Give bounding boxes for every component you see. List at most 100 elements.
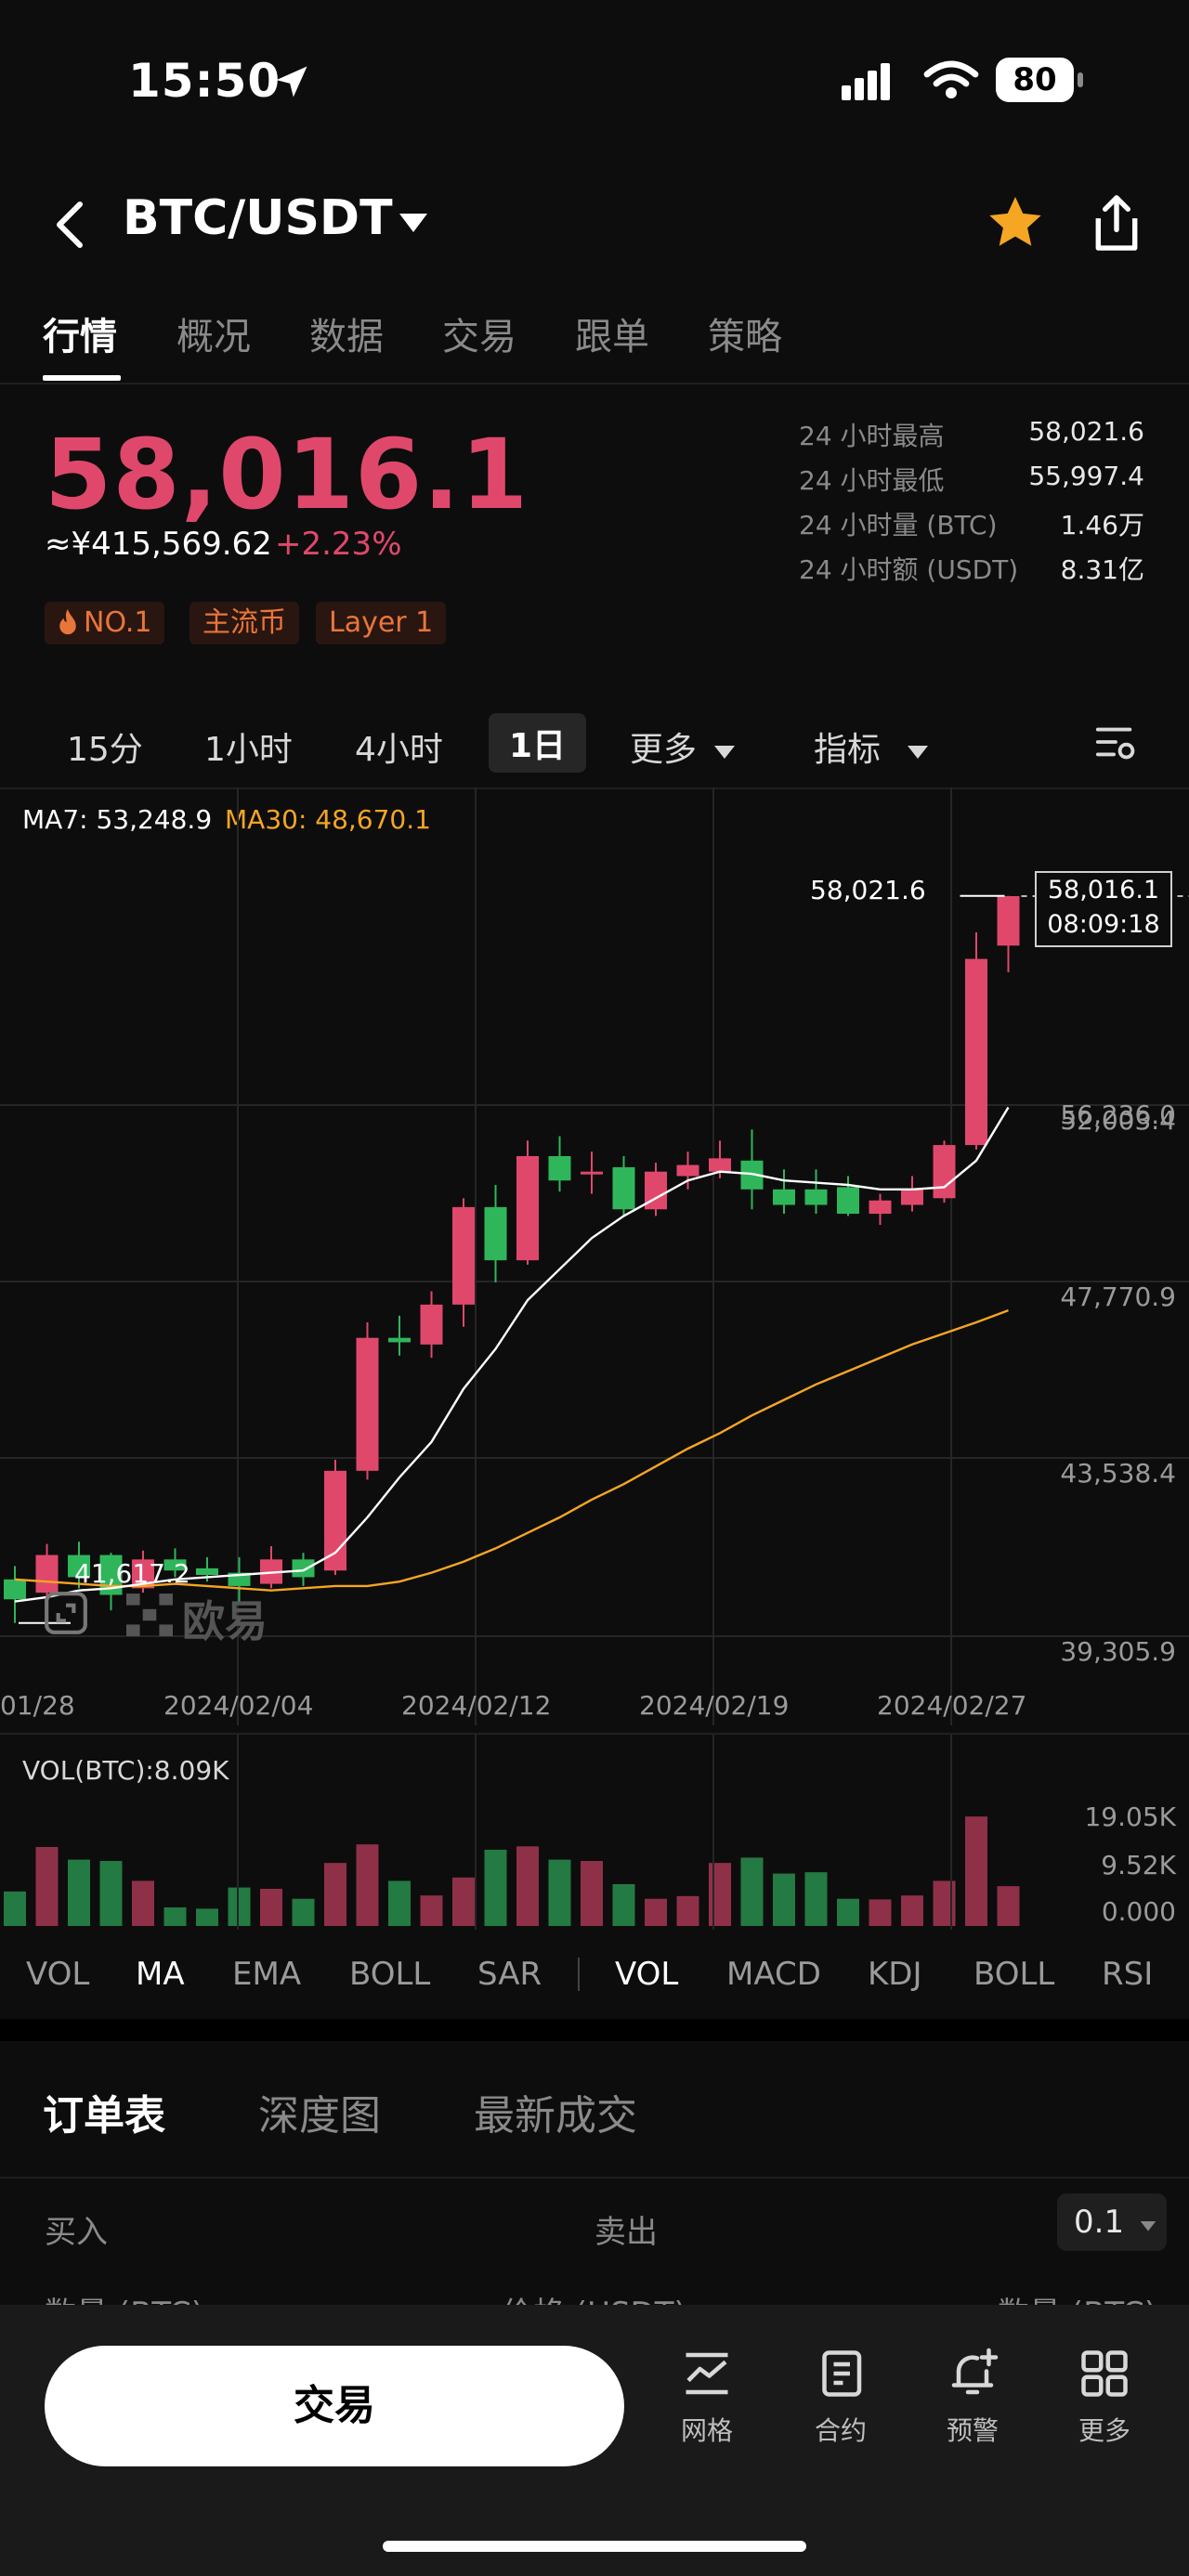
home-indicator	[383, 2541, 806, 2552]
pair-dropdown-icon[interactable]	[398, 212, 429, 234]
share-icon[interactable]	[1089, 193, 1144, 253]
nav-more-label: 更多	[1078, 2415, 1130, 2446]
low-price-label: 41,617.2	[74, 1558, 190, 1589]
x-tick: 2024/02/27	[877, 1690, 1027, 1721]
battery-cap	[1078, 72, 1083, 87]
nav-alerts[interactable]: 预警	[921, 2346, 1024, 2448]
back-arrow-icon[interactable]	[52, 201, 89, 249]
volume-chart	[4, 1735, 1020, 1930]
sub-indicator-rsi[interactable]: RSI	[1102, 1956, 1154, 1993]
rank-badge: NO.1	[45, 602, 165, 644]
tab-order-book[interactable]: 订单表	[43, 2092, 165, 2140]
x-tick: 2024/02/19	[639, 1690, 790, 1721]
main-indicator-ema[interactable]: EMA	[232, 1956, 302, 1993]
tab-market[interactable]: 行情	[43, 316, 117, 358]
candle-body	[68, 1555, 90, 1578]
tab-depth-chart[interactable]: 深度图	[258, 2092, 381, 2140]
ma30-legend: MA30: 48,670.1	[225, 804, 431, 835]
volume-bar	[804, 1872, 828, 1926]
chart-bottom-divider	[0, 1733, 1189, 1735]
last-price: 58,016.1	[45, 418, 529, 531]
nav-grid-trading[interactable]: 网格	[656, 2346, 758, 2448]
candle-body	[837, 1187, 859, 1215]
pair-title[interactable]: BTC/USDT	[123, 190, 393, 246]
timeframe-4h[interactable]: 4小时	[355, 731, 443, 769]
stat-value-volume: 1.46万	[1060, 510, 1144, 540]
candle-body	[676, 1164, 699, 1177]
candle-body	[901, 1189, 923, 1205]
sub-indicator-macd[interactable]: MACD	[726, 1956, 821, 1993]
nav-grid-label: 网格	[680, 2415, 733, 2446]
y-tick: 39,305.9	[1060, 1636, 1176, 1667]
main-indicator-boll[interactable]: BOLL	[349, 1956, 431, 1993]
layer-badge: Layer 1	[316, 602, 447, 644]
candle-body	[548, 1155, 571, 1181]
candle-body	[933, 1145, 956, 1199]
timeframe-more[interactable]: 更多	[630, 722, 736, 771]
ma7-legend: MA7: 53,248.9	[22, 804, 213, 835]
watermark-text: 欧易	[182, 1596, 268, 1646]
indicator-selector[interactable]: 指标	[814, 722, 929, 771]
buy-header: 买入	[45, 2214, 108, 2251]
ma30-line	[14, 1308, 1009, 1592]
last-price-marker-value: 58,016.1	[1047, 876, 1160, 904]
main-indicator-ma[interactable]: MA	[136, 1956, 185, 1993]
ma7-line	[14, 1106, 1010, 1603]
price-cny: ≈¥415,569.62	[45, 526, 272, 563]
volume-bar	[869, 1899, 892, 1926]
timeframe-1h[interactable]: 1小时	[204, 731, 293, 769]
x-tick: 01/28	[0, 1690, 75, 1721]
tab-overview[interactable]: 概况	[176, 316, 251, 358]
volume-bar	[773, 1873, 795, 1926]
indicator-selector-label: 指标	[814, 731, 882, 769]
candle-body	[292, 1559, 315, 1578]
nav-alerts-label: 预警	[946, 2415, 999, 2446]
sub-indicator-vol[interactable]: VOL	[615, 1956, 679, 1993]
sub-indicator-kdj[interactable]: KDJ	[868, 1956, 922, 1993]
candle-body	[163, 1559, 187, 1571]
tab-active-indicator	[43, 375, 121, 381]
orderbook-divider	[0, 2177, 1189, 2179]
chart-settings-icon[interactable]	[1094, 721, 1137, 763]
candlestick-chart[interactable]	[0, 787, 1189, 1725]
stat-value-turnover: 8.31亿	[1060, 554, 1144, 585]
candle-body	[4, 1579, 26, 1600]
bell-plus-icon	[951, 2348, 999, 2395]
okx-logo-icon	[126, 1594, 173, 1636]
trade-button[interactable]: 交易	[45, 2346, 624, 2466]
precision-selector[interactable]: 0.1	[1057, 2193, 1167, 2251]
tab-data[interactable]: 数据	[309, 316, 384, 358]
volume-bar	[548, 1859, 571, 1926]
favorite-star-icon[interactable]	[985, 193, 1046, 253]
timeframe-15m[interactable]: 15分	[67, 731, 143, 769]
stat-label-low: 24 小时最低	[799, 465, 945, 496]
volume-bar	[645, 1898, 667, 1926]
volume-legend: VOL(BTC):8.09K	[22, 1755, 229, 1786]
volume-bar	[196, 1908, 218, 1926]
indicator-divider	[578, 1958, 580, 1991]
nav-more[interactable]: 更多	[1053, 2346, 1156, 2448]
timeframe-more-label: 更多	[630, 731, 698, 769]
chevron-down-icon	[908, 746, 929, 759]
candle-body	[196, 1568, 218, 1576]
tab-copy-trading[interactable]: 跟单	[575, 316, 649, 358]
fullscreen-icon[interactable]	[43, 1590, 89, 1636]
contract-document-icon	[822, 2350, 862, 2397]
tab-trade[interactable]: 交易	[442, 316, 516, 358]
nav-futures[interactable]: 合约	[790, 2346, 892, 2448]
timeframe-1d[interactable]: 1日	[489, 713, 587, 773]
chevron-down-icon	[1140, 2221, 1156, 2231]
tab-strategy[interactable]: 策略	[708, 316, 782, 358]
location-arrow-icon	[276, 66, 307, 98]
main-indicator-vol[interactable]: VOL	[26, 1956, 90, 1993]
candle-body	[612, 1166, 635, 1210]
volume-bar	[709, 1863, 731, 1926]
tab-recent-trades[interactable]: 最新成交	[474, 2092, 637, 2140]
volume-bar	[68, 1859, 90, 1926]
sub-indicator-boll[interactable]: BOLL	[973, 1956, 1055, 1993]
volume-bar	[99, 1861, 123, 1926]
main-indicator-sar[interactable]: SAR	[477, 1956, 542, 1993]
battery-indicator: 80	[996, 58, 1074, 102]
volume-bar	[837, 1898, 859, 1926]
x-tick: 2024/02/12	[401, 1690, 552, 1721]
